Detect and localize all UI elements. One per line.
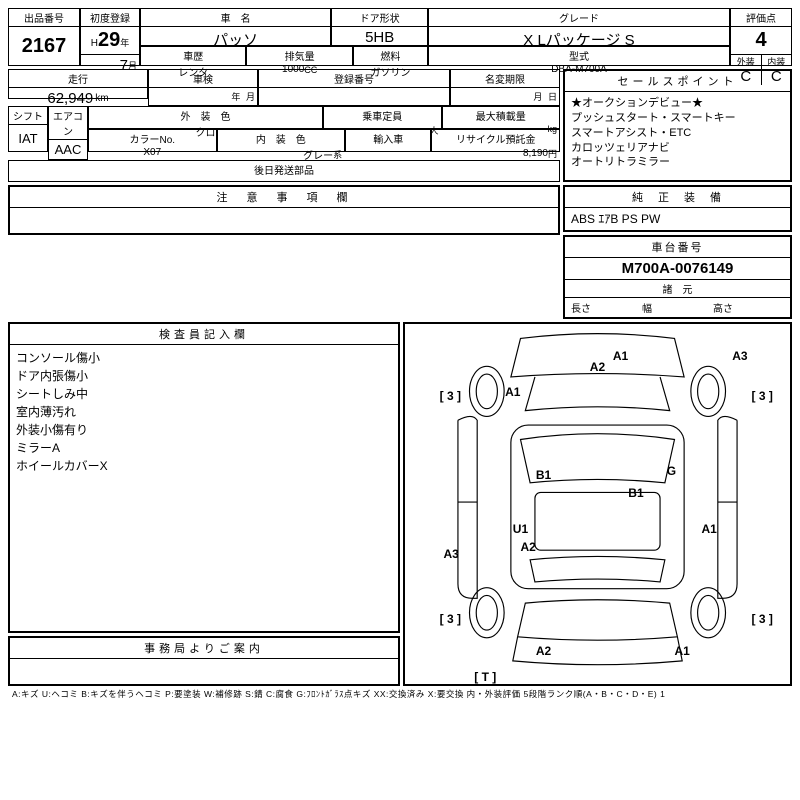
- shift-value: IAT: [9, 125, 47, 151]
- car-name-cell: 車 名 パッソ: [140, 8, 331, 46]
- damage-mark: A3: [444, 547, 459, 561]
- score-cell: 評価点 4 外装C 内装C: [730, 8, 792, 66]
- damage-mark: A2: [521, 540, 536, 554]
- lot-no-value: 2167: [9, 27, 79, 65]
- damage-mark: [ T ]: [474, 670, 496, 684]
- damage-mark: A2: [536, 644, 551, 658]
- damage-mark: U1: [513, 522, 528, 536]
- damage-mark: A1: [505, 385, 520, 399]
- notes-label: 注 意 事 項 欄: [10, 187, 558, 208]
- chassis-value: M700A-0076149: [565, 258, 790, 279]
- door-shape-cell: ドア形状 5HB: [331, 8, 428, 46]
- std-equip-value: ABS ｴｱB PS PW: [565, 208, 790, 230]
- grade-cell: グレード X Lパッケージ S: [428, 8, 730, 46]
- first-reg-label: 初度登録: [81, 9, 139, 27]
- inspector-notes: コンソール傷小 ドア内張傷小 シートしみ中 室内薄汚れ 外装小傷有り ミラーA …: [10, 345, 398, 625]
- damage-mark: [ 3 ]: [752, 389, 773, 403]
- inspector-label: 検査員記入欄: [10, 324, 398, 345]
- damage-mark: A1: [701, 522, 716, 536]
- damage-mark: A3: [732, 349, 747, 363]
- color-no-value: X07: [89, 147, 216, 158]
- first-reg-cell: 初度登録 H 29 年 7 月: [80, 8, 140, 66]
- damage-mark: [ 3 ]: [440, 612, 461, 626]
- damage-mark: B1: [628, 486, 643, 500]
- recycle-value: 8,190: [523, 148, 548, 159]
- damage-mark: A1: [675, 644, 690, 658]
- int-color-value: グレー: [303, 147, 333, 162]
- car-outline-svg: [405, 324, 790, 680]
- header-row: 出品番号 2167 初度登録 H 29 年 7 月 車 名 パッソ ドア形状 5…: [8, 8, 792, 66]
- damage-mark: B1: [536, 468, 551, 482]
- car-damage-diagram: A1 A2 A3 [ 3 ] [ 3 ] A1 B1 G B1 U1 A1 A2 A3 [ 3 ] [ 3 …: [405, 324, 790, 684]
- damage-mark: A1: [613, 349, 628, 363]
- sales-point-value: ★オークションデビュー★ プッシュスタート・スマートキー スマートアシスト・ET…: [565, 92, 790, 174]
- door-shape-value: 5HB: [332, 27, 427, 48]
- sales-point-label: セールスポイント: [565, 71, 790, 92]
- lot-no-cell: 出品番号 2167: [8, 8, 80, 66]
- damage-mark: G: [667, 464, 676, 478]
- damage-mark: A2: [590, 360, 605, 374]
- office-label: 事務局よりご案内: [10, 638, 398, 659]
- aircon-value: AAC: [49, 140, 87, 159]
- first-reg-year: 29: [98, 29, 120, 52]
- notes-value: [10, 208, 558, 216]
- score-value: 4: [731, 27, 791, 54]
- damage-mark: [ 3 ]: [752, 612, 773, 626]
- lot-no-label: 出品番号: [9, 9, 79, 27]
- reg-no-value: [259, 88, 449, 105]
- legend-text: A:キズ U:ヘコミ B:キズを伴うヘコミ P:要塗装 W:補修跡 S:錆 C:…: [8, 686, 792, 702]
- mileage-value: 62,949: [47, 90, 93, 107]
- damage-mark: [ 3 ]: [440, 389, 461, 403]
